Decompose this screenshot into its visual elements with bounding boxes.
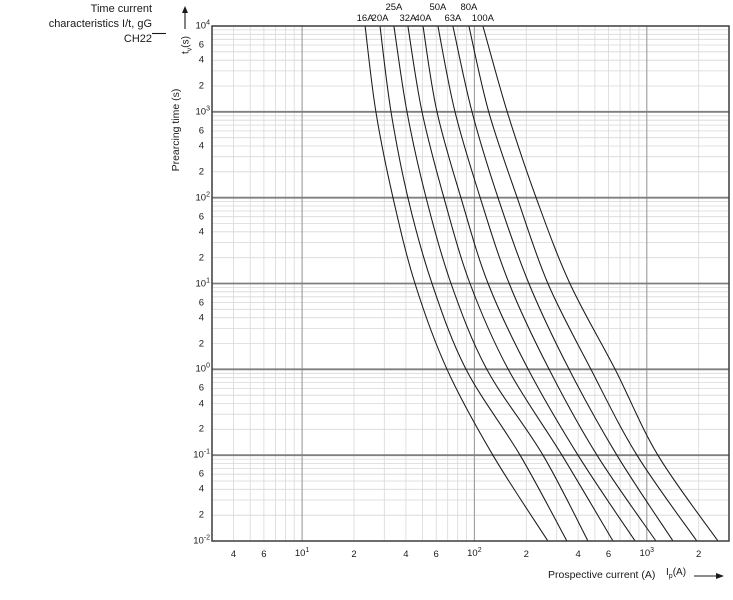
curve-16A (364, 25, 549, 542)
y-axis-unit-label: tv(s) (181, 36, 194, 54)
y-unit-subscript: v (186, 47, 194, 52)
curve-25A (393, 25, 589, 542)
x-axis-title: Prospective current (A) (548, 569, 656, 581)
chart-title-block: Time current characteristics I/t, gG CH2… (0, 2, 152, 47)
curve-63A (452, 25, 674, 542)
fuse-curves (364, 25, 719, 542)
curve-50A (437, 25, 657, 542)
curve-32A (407, 25, 614, 542)
chart-title-line-2: characteristics I/t, gG (48, 18, 152, 30)
major-gridlines (212, 26, 729, 541)
chart-title-line-1: Time current (90, 3, 152, 15)
x-unit-paren: (A) (672, 567, 687, 578)
curve-20A (379, 25, 568, 542)
y-unit-paren: (s) (180, 36, 192, 48)
x-unit-subscript: p (668, 573, 673, 580)
curve-80A (468, 25, 698, 542)
x-axis-arrow-head (716, 573, 724, 579)
chart-title-line-3: CH22 (123, 33, 152, 45)
y-axis-title: Prearcing time (s) (170, 88, 182, 172)
axis-arrows (152, 6, 724, 579)
y-axis-arrow-head (182, 6, 188, 13)
curve-100A (482, 25, 719, 542)
x-unit-symbol: I (666, 567, 669, 578)
plot-border (211, 25, 730, 542)
y-unit-symbol: t (180, 51, 192, 54)
x-axis-unit-label: Ip(A) (666, 567, 686, 580)
curve-40A (422, 25, 636, 542)
